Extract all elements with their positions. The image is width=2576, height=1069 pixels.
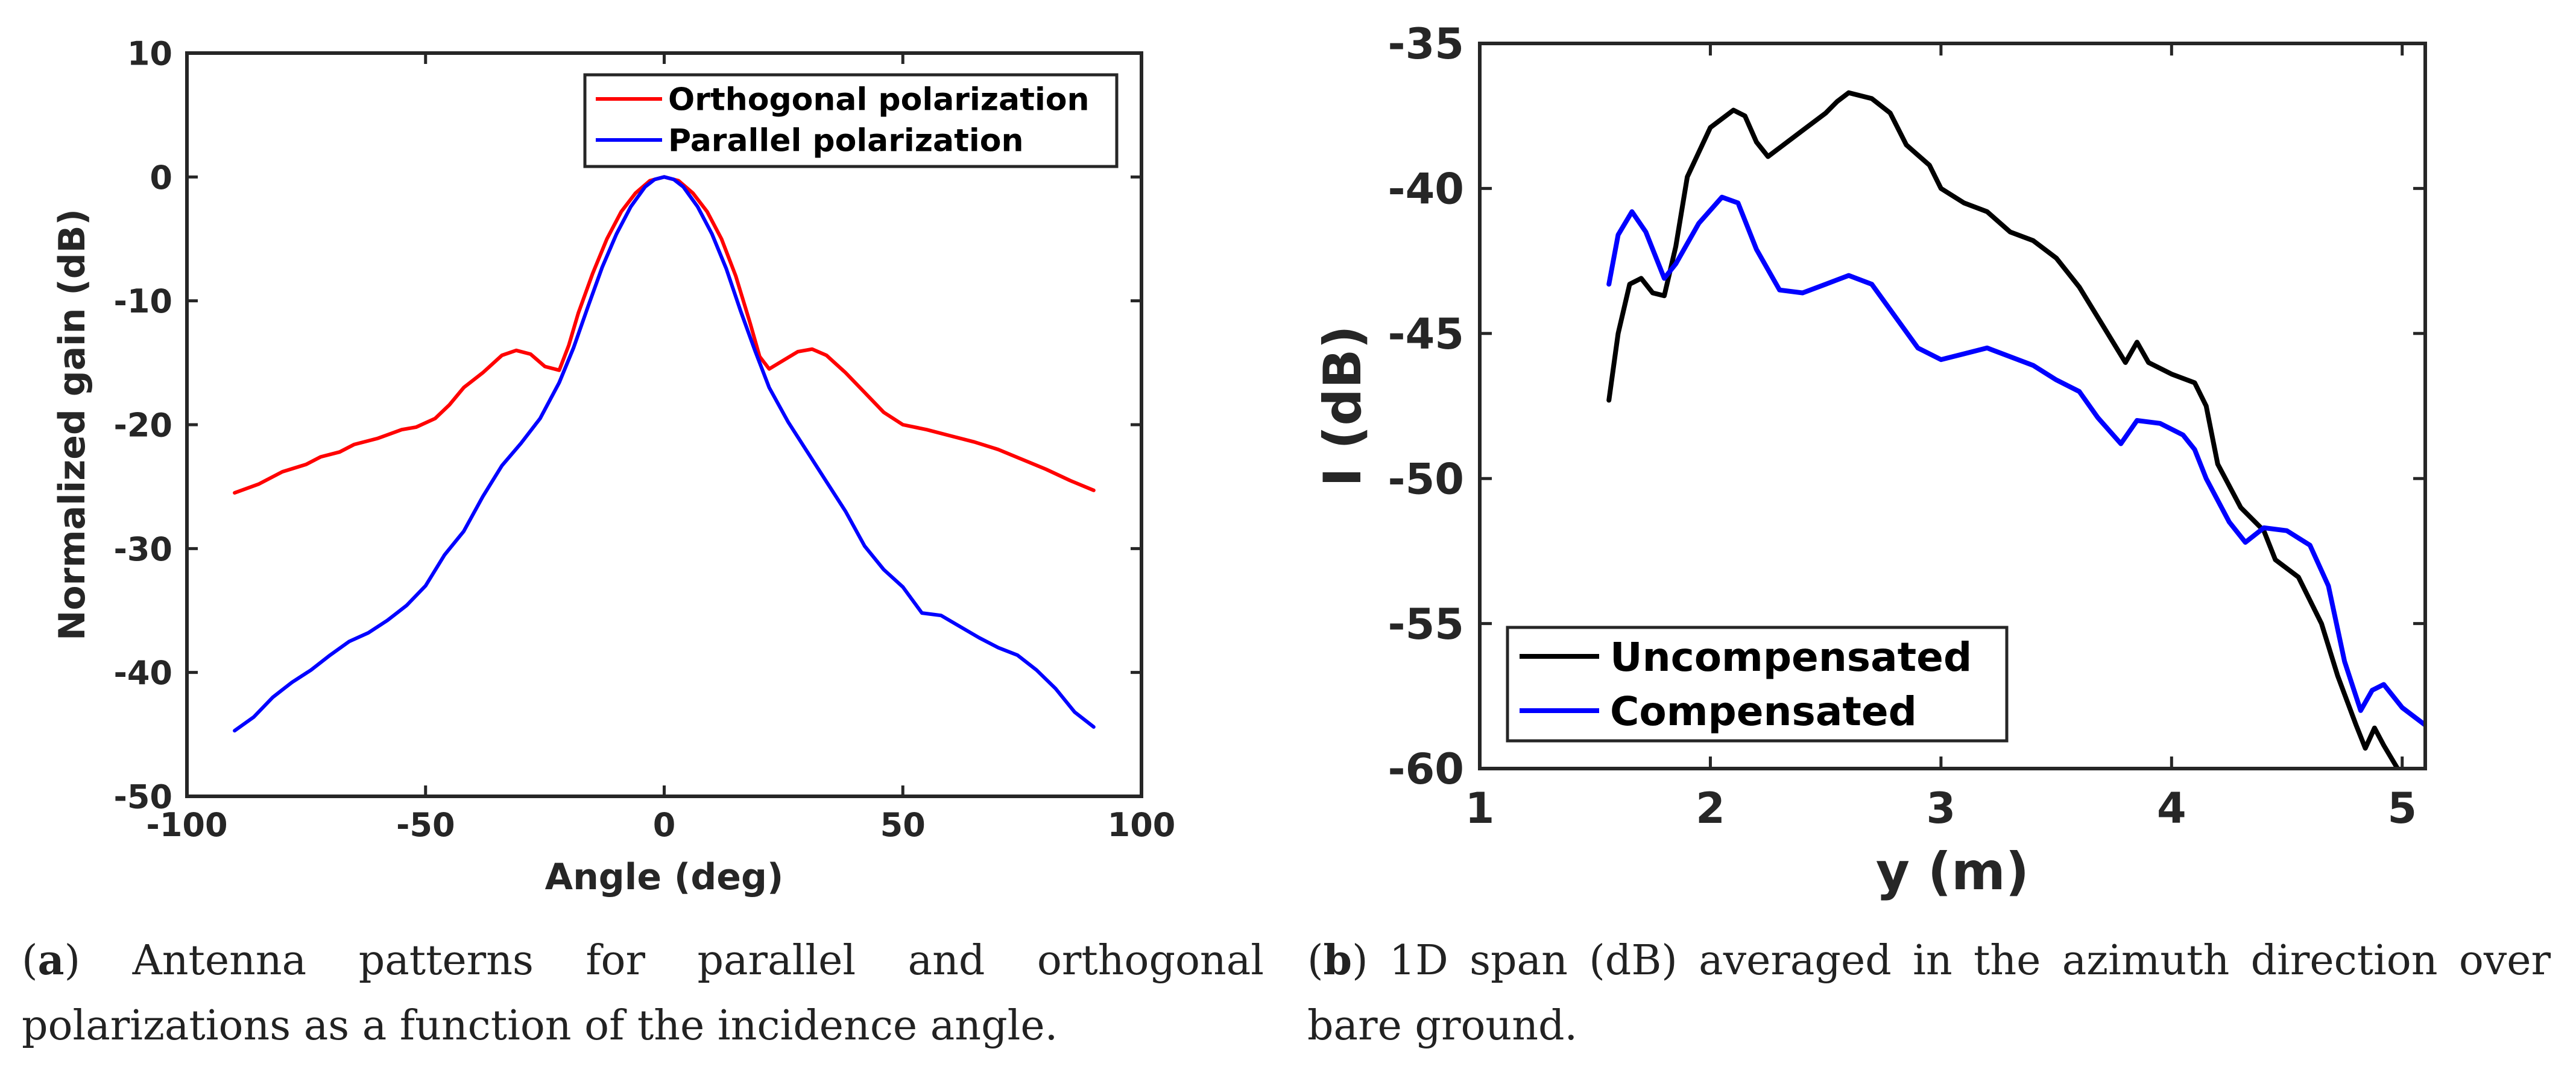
y-axis-label: I (dB)	[1313, 325, 1373, 487]
legend-label-1: Uncompensated	[1610, 634, 1972, 680]
y-tick-label: -55	[1388, 600, 1464, 649]
legend-label-2: Parallel polarization	[668, 123, 1024, 159]
caption-b: (b) 1D span (dB) averaged in the azimuth…	[1307, 936, 2551, 1050]
y-tick-label: 0	[150, 159, 172, 197]
caption-b-text: 1D span (dB) averaged in the azimuth dir…	[1307, 937, 2551, 1050]
y-tick-label: -30	[113, 530, 172, 568]
y-tick-label: -50	[1388, 454, 1464, 504]
legend-box	[583, 73, 1119, 168]
legend-box	[1506, 626, 2009, 743]
series-line-1	[233, 175, 1096, 495]
x-tick-label: 4	[2157, 784, 2186, 833]
x-tick-label: 3	[1927, 784, 1956, 833]
y-tick-label: -40	[113, 654, 172, 692]
caption-a-text: Antenna patterns for parallel and orthog…	[22, 937, 1264, 1050]
y-tick-label: 10	[127, 34, 172, 72]
series-line-2	[233, 175, 1096, 733]
y-axis-label: Normalized gain (dB)	[51, 209, 93, 641]
y-tick-label: -10	[113, 282, 172, 320]
caption-a: (a) Antenna patterns for parallel and or…	[22, 936, 1264, 1050]
x-axis-label: Angle (deg)	[545, 856, 784, 898]
y-tick-label: -50	[113, 778, 172, 816]
axes-box	[1478, 42, 2427, 770]
chart-b-1d-span: 1 2 3 4 5 -35 -40 -45 -50 -55 -60 y (m) I (dB) Uncomp…	[1313, 19, 2427, 902]
x-tick-label: 1	[1465, 784, 1495, 833]
legend-label-1: Orthogonal polarization	[668, 82, 1090, 118]
x-tick-label: 2	[1696, 784, 1725, 833]
x-tick-label: 50	[880, 806, 926, 844]
y-tick-label: -45	[1388, 309, 1464, 359]
y-tick-label: -40	[1388, 165, 1464, 214]
series-line-1	[1606, 90, 2401, 769]
legend-label-2: Compensated	[1610, 688, 1917, 735]
y-tick-label: -35	[1388, 19, 1464, 69]
y-tick-label: -60	[1388, 744, 1464, 794]
x-tick-label: 100	[1108, 806, 1176, 844]
caption-a-label: a	[37, 936, 65, 985]
x-tick-label: 5	[2387, 784, 2417, 833]
x-tick-label: 0	[653, 806, 676, 844]
x-axis-label: y (m)	[1876, 842, 2029, 902]
x-tick-label: -100	[146, 806, 227, 844]
y-tick-label: -20	[113, 406, 172, 444]
series-line-2	[1606, 194, 2425, 728]
caption-b-label: b	[1323, 936, 1353, 985]
x-tick-label: -50	[396, 806, 455, 844]
